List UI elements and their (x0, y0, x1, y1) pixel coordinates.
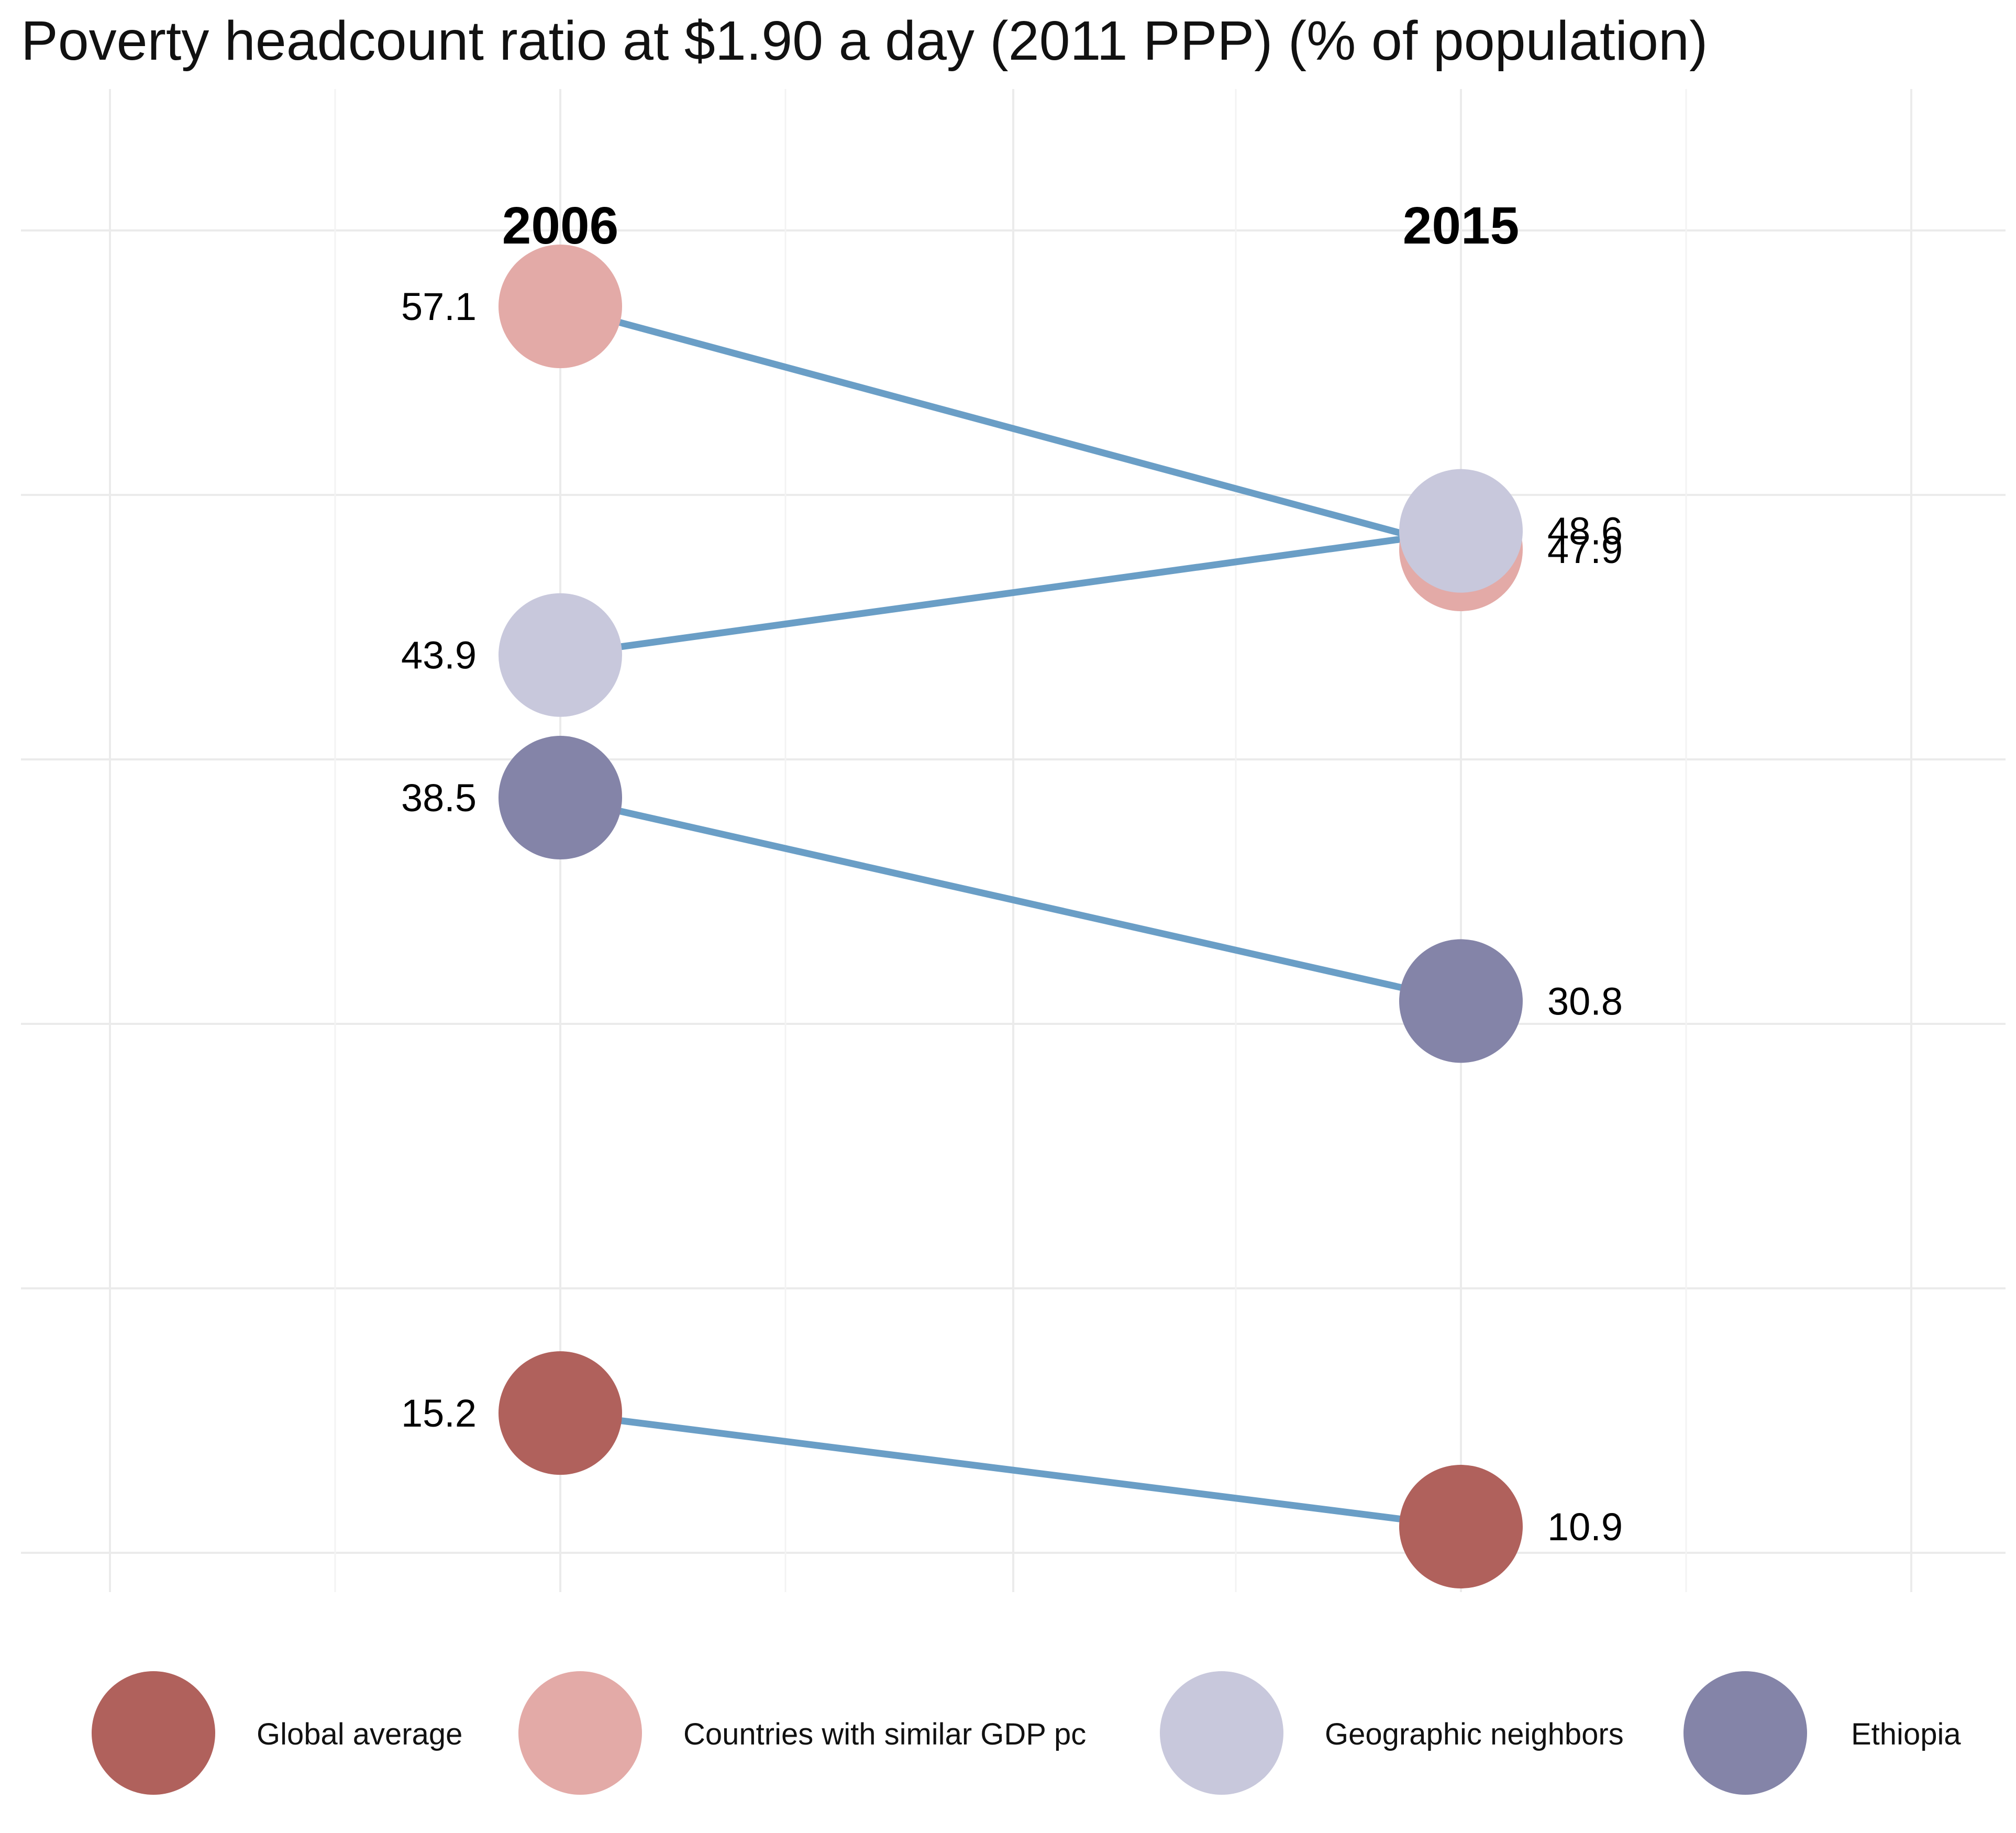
legend-label-0: Global average (257, 1717, 463, 1751)
connector-line-3 (557, 794, 1465, 1004)
data-point-0-0 (499, 1351, 622, 1475)
year-label-0: 2006 (502, 196, 618, 255)
chart-title: Poverty headcount ratio at $1.90 a day (… (21, 10, 1708, 72)
connector-line-0 (557, 1409, 1465, 1530)
connector-lines (557, 303, 1465, 1530)
grid (21, 89, 2006, 1592)
legend: Global average Countries with similar GDP… (0, 1665, 2016, 1802)
legend-swatch-3 (1683, 1671, 1807, 1795)
data-point-2-1 (1399, 469, 1523, 593)
data-point-3-1 (1399, 939, 1523, 1063)
year-headers: 2006 2015 (502, 196, 1519, 255)
connector-line-1 (557, 303, 1465, 553)
legend-swatch-2 (1160, 1671, 1283, 1795)
value-label-3-0: 38.5 (401, 776, 477, 820)
slope-chart: 15.2 10.9 57.1 47.9 43.9 48.6 38.5 30.8 2006 201… (21, 89, 2006, 1592)
data-point-3-0 (499, 736, 622, 860)
year-label-1: 2015 (1403, 196, 1519, 255)
value-label-2-1: 48.6 (1547, 510, 1623, 553)
data-point-1-0 (499, 245, 622, 368)
value-label-3-1: 30.8 (1547, 979, 1623, 1023)
legend-label-1: Countries with similar GDP pc (683, 1717, 1087, 1751)
data-point-2-0 (499, 593, 622, 717)
legend-label-3: Ethiopia (1851, 1717, 1961, 1751)
data-point-0-1 (1399, 1465, 1523, 1588)
legend-label-2: Geographic neighbors (1325, 1717, 1624, 1751)
connector-line-2 (557, 527, 1465, 659)
value-labels: 15.2 10.9 57.1 47.9 43.9 48.6 38.5 30.8 (401, 285, 1623, 1549)
data-points (499, 245, 1523, 1588)
legend-swatch-0 (92, 1671, 215, 1795)
value-label-2-0: 43.9 (401, 634, 477, 677)
legend-swatch-1 (518, 1671, 642, 1795)
value-label-0-0: 15.2 (401, 1392, 477, 1435)
value-label-0-1: 10.9 (1547, 1505, 1623, 1549)
value-label-1-0: 57.1 (401, 285, 477, 328)
value-label-1-1: 47.9 (1547, 528, 1623, 571)
